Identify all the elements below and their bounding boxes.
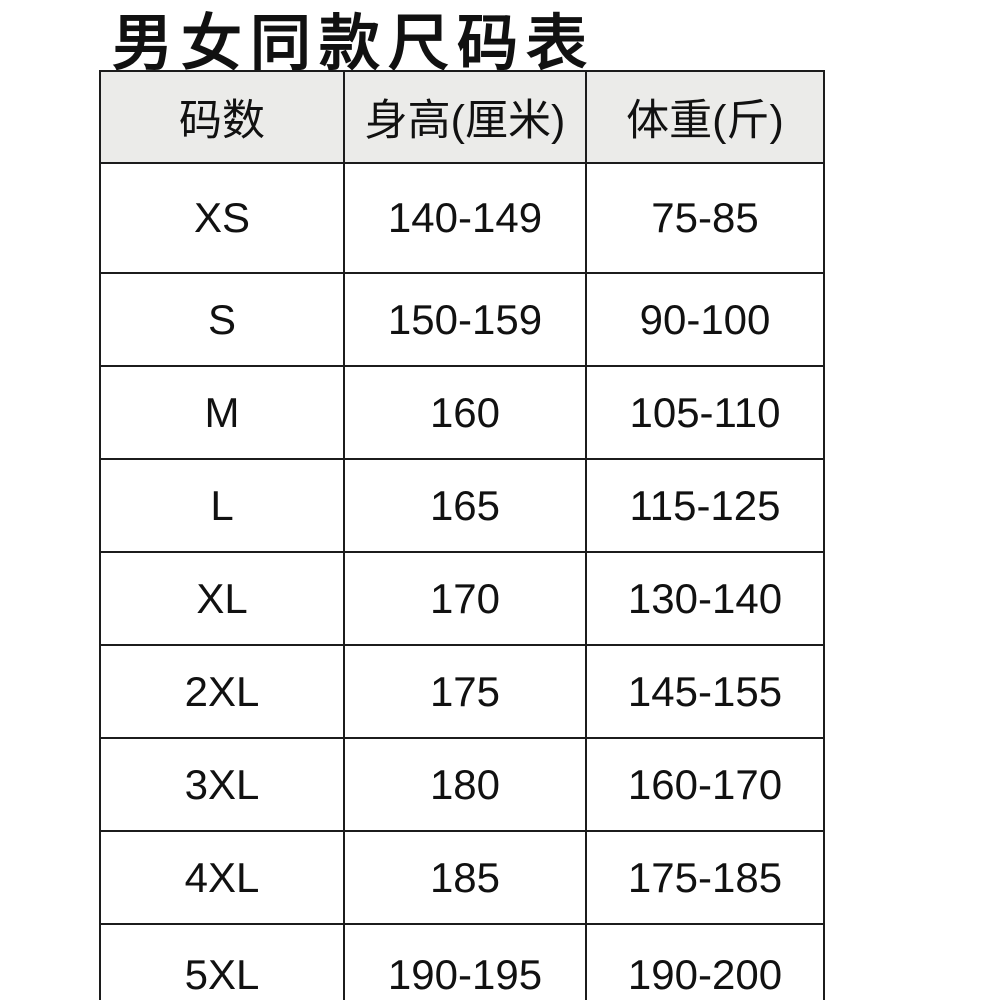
table-row: L 165 115-125: [99, 458, 825, 553]
header-size: 码数: [99, 70, 345, 164]
cell-size: M: [99, 365, 345, 460]
cell-height: 150-159: [343, 272, 587, 367]
table-row: 4XL 185 175-185: [99, 830, 825, 925]
table-row: XL 170 130-140: [99, 551, 825, 646]
cell-size: XL: [99, 551, 345, 646]
cell-weight: 190-200: [585, 923, 825, 1000]
table-row: 2XL 175 145-155: [99, 644, 825, 739]
cell-weight: 75-85: [585, 162, 825, 274]
cell-size: L: [99, 458, 345, 553]
cell-weight: 105-110: [585, 365, 825, 460]
size-chart-table: 码数 身高(厘米) 体重(斤) XS 140-149 75-85 S 150-159 90…: [99, 70, 825, 1000]
cell-height: 165: [343, 458, 587, 553]
cell-weight: 160-170: [585, 737, 825, 832]
cell-weight: 90-100: [585, 272, 825, 367]
cell-weight: 145-155: [585, 644, 825, 739]
page-title: 男女同款尺码表: [112, 9, 596, 77]
cell-weight: 130-140: [585, 551, 825, 646]
cell-height: 170: [343, 551, 587, 646]
header-row: 码数 身高(厘米) 体重(斤): [99, 70, 825, 164]
cell-size: S: [99, 272, 345, 367]
table-row: M 160 105-110: [99, 365, 825, 460]
cell-weight: 175-185: [585, 830, 825, 925]
cell-weight: 115-125: [585, 458, 825, 553]
table-body: XS 140-149 75-85 S 150-159 90-100 M 160 105-110 L…: [99, 162, 825, 1000]
cell-size: 4XL: [99, 830, 345, 925]
table-row: 3XL 180 160-170: [99, 737, 825, 832]
cell-size: 3XL: [99, 737, 345, 832]
cell-height: 185: [343, 830, 587, 925]
header-weight: 体重(斤): [585, 70, 825, 164]
header-height: 身高(厘米): [343, 70, 587, 164]
cell-height: 160: [343, 365, 587, 460]
cell-height: 190-195: [343, 923, 587, 1000]
table-row: XS 140-149 75-85: [99, 162, 825, 274]
cell-height: 140-149: [343, 162, 587, 274]
cell-height: 180: [343, 737, 587, 832]
cell-size: 5XL: [99, 923, 345, 1000]
table-row: S 150-159 90-100: [99, 272, 825, 367]
table-row: 5XL 190-195 190-200: [99, 923, 825, 1000]
cell-height: 175: [343, 644, 587, 739]
cell-size: 2XL: [99, 644, 345, 739]
cell-size: XS: [99, 162, 345, 274]
